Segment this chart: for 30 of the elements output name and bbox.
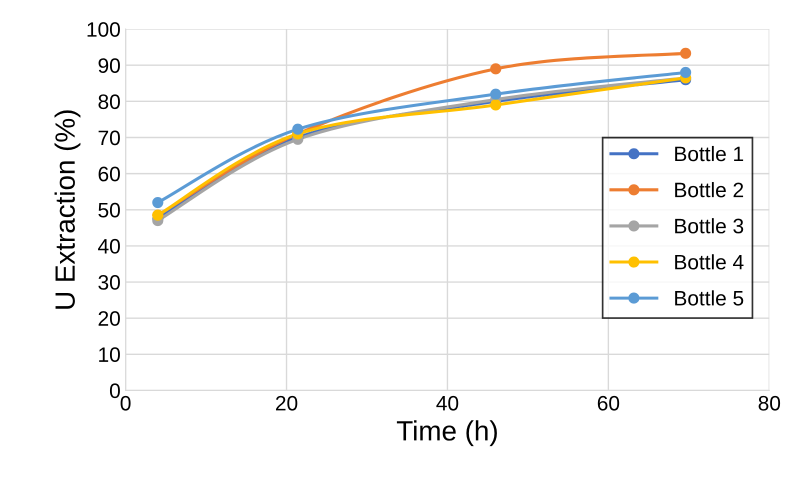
y-tick-label: 70 xyxy=(98,130,120,146)
point xyxy=(152,196,164,208)
point xyxy=(680,48,692,59)
point xyxy=(490,63,502,74)
y-tick-label: 60 xyxy=(98,166,120,182)
x-tick-label: 40 xyxy=(436,396,458,411)
legend-label: Bottle 5 xyxy=(675,290,744,306)
point xyxy=(680,66,692,78)
x-tick-label: 80 xyxy=(758,396,780,411)
y-tick-label: 80 xyxy=(98,94,120,110)
y-tick-label: 20 xyxy=(98,311,120,326)
x-axis-title: Time (h) xyxy=(396,420,497,446)
legend-label: Bottle 4 xyxy=(675,254,744,270)
y-tick-label: 10 xyxy=(99,347,120,362)
y-tick-label: 40 xyxy=(98,238,120,254)
y-tick-label: 90 xyxy=(98,58,120,73)
x-tick-label: 0 xyxy=(120,396,131,411)
legend-label: Bottle 2 xyxy=(675,182,744,198)
point xyxy=(490,88,502,100)
x-tick-label: 20 xyxy=(276,396,298,411)
y-tick-label: 100 xyxy=(88,22,120,37)
x-tick-label: 60 xyxy=(598,396,620,411)
y-tick-label: 30 xyxy=(98,275,120,290)
legend-label: Bottle 1 xyxy=(675,146,744,162)
y-tick-label: 0 xyxy=(110,383,120,398)
y-tick-label: 50 xyxy=(98,202,120,218)
point xyxy=(490,99,502,111)
legend-label: Bottle 3 xyxy=(675,218,744,234)
point xyxy=(292,124,304,135)
y-axis-title: U Extraction (%) xyxy=(54,110,80,309)
